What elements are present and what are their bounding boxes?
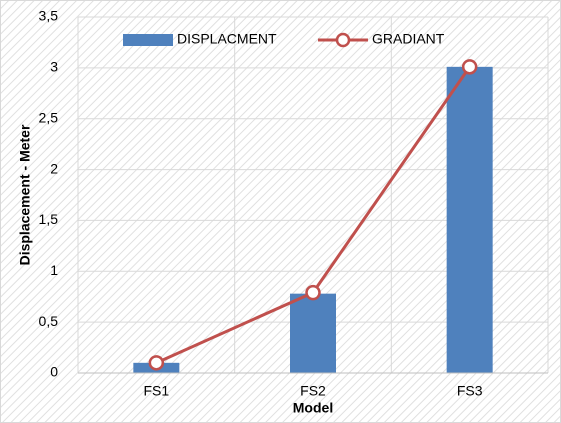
y-tick-label: 3,5	[39, 8, 59, 24]
x-tick-label: FS2	[300, 383, 326, 399]
y-tick-label: 1	[50, 262, 58, 278]
y-tick-label: 2	[50, 160, 58, 176]
y-tick-label: 0,5	[39, 313, 59, 329]
y-axis-label: Displacement - Meter	[17, 124, 33, 265]
y-tick-label: 1,5	[39, 211, 59, 227]
legend-label: GRADIANT	[372, 31, 445, 47]
line-marker	[305, 284, 321, 301]
bar	[446, 66, 493, 373]
legend-swatch	[123, 34, 173, 46]
y-tick-label: 3	[50, 59, 58, 75]
x-axis-label: Model	[293, 400, 333, 416]
y-tick-label: 2,5	[39, 109, 59, 125]
x-tick-label: FS1	[143, 383, 169, 399]
y-tick-label: 0	[50, 364, 58, 380]
legend-label: DISPLACMENT	[177, 31, 277, 47]
legend-marker	[335, 32, 351, 48]
x-tick-label: FS3	[457, 383, 483, 399]
bar	[290, 293, 336, 373]
line-marker	[461, 59, 478, 75]
line-marker	[148, 355, 165, 371]
